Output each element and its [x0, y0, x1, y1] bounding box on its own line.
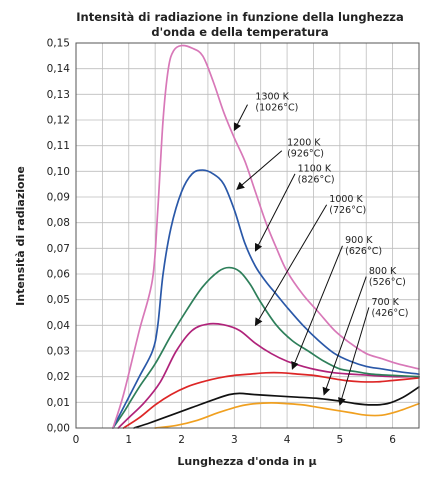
- annotation-label-line: 900 K: [345, 235, 373, 246]
- annotation-arrow-1100k: [254, 173, 296, 252]
- y-tick-label: 0,02: [47, 371, 70, 383]
- annotation-arrow-800k: [322, 276, 367, 396]
- annotation-label-900k: 900 K (626°C): [345, 235, 382, 257]
- series-line-1100k: [112, 266, 420, 429]
- x-tick-label: 0: [73, 434, 80, 446]
- y-tick-label: 0,10: [47, 166, 70, 178]
- annotation-arrow-1200k: [236, 150, 283, 190]
- annotation-label-line: 1100 K: [298, 163, 332, 174]
- series-line-1200k: [112, 169, 420, 429]
- y-tick-label: 0,01: [47, 397, 70, 409]
- chart-title-line-1: Intensità di radiazione in funzione dell…: [76, 10, 403, 24]
- chart-title-line-2: d'onda e della temperatura: [151, 25, 328, 39]
- annotation-label-line: (426°C): [372, 308, 409, 319]
- y-tick-label: 0,07: [47, 243, 70, 255]
- annotation-label-line: (826°C): [298, 174, 335, 185]
- annotation-label-line: (526°C): [369, 277, 406, 288]
- annotation-group: 1300 K (1026°C) 1200 K (926°C) 1100 K (826°C)…: [233, 91, 409, 406]
- y-tick-label: 0,09: [47, 192, 70, 204]
- annotation-arrow-1300k: [233, 104, 248, 132]
- annotation-label-line: (926°C): [287, 149, 324, 160]
- grid: [76, 42, 419, 429]
- annotation-label-line: 1300 K: [255, 91, 289, 102]
- x-axis-label: Lunghezza d'onda in μ: [177, 455, 316, 468]
- y-tick-label: 0,13: [47, 89, 70, 101]
- x-tick-label: 4: [284, 434, 291, 446]
- annotation-label-line: 1000 K: [329, 194, 363, 205]
- annotation-label-line: (1026°C): [255, 102, 298, 113]
- series-line-800k: [133, 386, 420, 429]
- x-tick-label: 1: [125, 434, 132, 446]
- annotation-label-line: (626°C): [345, 246, 382, 257]
- x-tick-label: 6: [389, 434, 396, 446]
- y-tick-label: 0,06: [47, 269, 71, 281]
- x-tick-label: 2: [178, 434, 185, 446]
- y-tick-label: 0,08: [47, 217, 70, 229]
- series-line-900k: [122, 371, 420, 429]
- y-tick-label: 0,12: [47, 115, 70, 127]
- y-tick-label: 0,15: [47, 38, 70, 50]
- series-line-700k: [154, 402, 420, 429]
- y-tick-label: 0,03: [47, 346, 70, 358]
- y-tick-label: 0,00: [47, 423, 70, 435]
- annotation-label-1300k: 1300 K (1026°C): [255, 91, 298, 113]
- annotation-arrow-900k: [291, 245, 343, 370]
- y-tick-label: 0,04: [47, 320, 71, 332]
- annotation-label-line: (726°C): [329, 205, 366, 216]
- annotation-arrow-700k: [338, 307, 370, 406]
- annotation-label-1100k: 1100 K (826°C): [298, 163, 335, 185]
- series-line-1000k: [117, 322, 420, 429]
- annotation-label-line: 1200 K: [287, 138, 321, 149]
- y-tick-label: 0,11: [47, 140, 70, 152]
- x-tick-label: 5: [337, 434, 344, 446]
- plot-frame: [75, 42, 420, 429]
- y-tick-labels: 0,00 0,01 0,02 0,03 0,04 0,05 0,06 0,07 0,08 0,09…: [47, 38, 71, 435]
- y-axis-label: Intensità di radiazione: [14, 166, 27, 306]
- x-tick-label: 3: [231, 434, 238, 446]
- annotation-label-line: 700 K: [372, 297, 400, 308]
- annotation-label-1000k: 1000 K (726°C): [329, 194, 366, 216]
- y-tick-label: 0,14: [47, 63, 71, 75]
- annotation-label-1200k: 1200 K (926°C): [287, 138, 324, 160]
- annotation-label-line: 800 K: [369, 266, 397, 277]
- annotation-label-800k: 800 K (526°C): [369, 266, 406, 288]
- annotation-label-700k: 700 K (426°C): [372, 297, 409, 319]
- y-tick-label: 0,05: [47, 294, 70, 306]
- x-tick-labels: 0 1 2 3 4 5 6: [73, 434, 397, 446]
- annotation-arrow-1000k: [254, 204, 328, 327]
